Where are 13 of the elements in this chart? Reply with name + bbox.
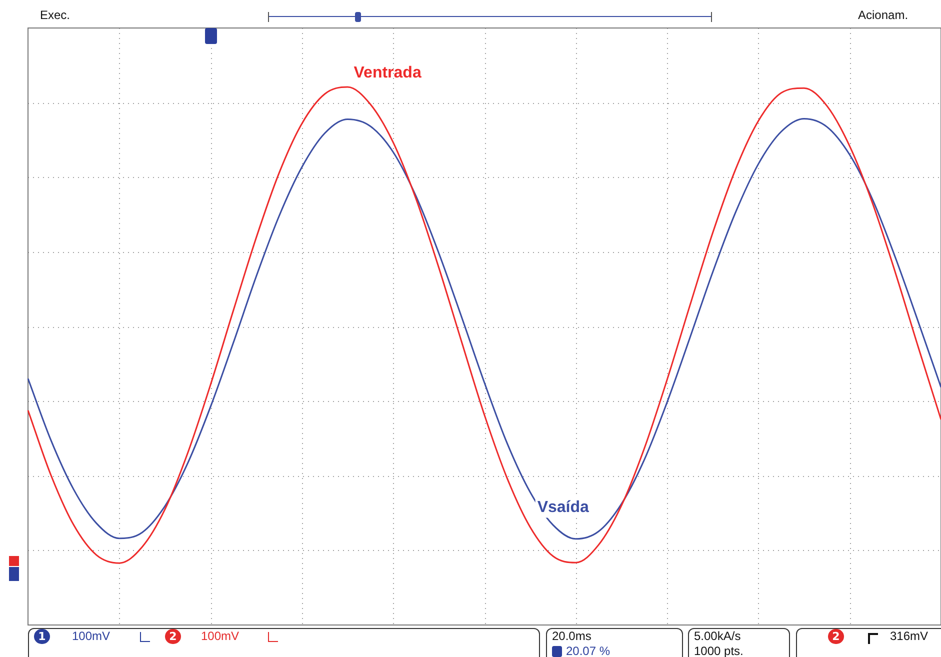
text: Exec. xyxy=(40,8,70,23)
series-label: Ventrada xyxy=(354,64,422,82)
text: 2 xyxy=(165,629,181,644)
text: 20.0ms xyxy=(552,629,592,644)
text: 5.00kA/s xyxy=(694,629,741,644)
text: 100mV xyxy=(72,629,110,644)
text: 100mV xyxy=(201,629,240,644)
text: 1 xyxy=(34,629,50,644)
series-label: Vsaída xyxy=(537,499,590,516)
text: 316mV xyxy=(890,629,928,644)
text: 20.07 % xyxy=(566,644,610,657)
text: 2 xyxy=(828,629,844,644)
text: Acionam. xyxy=(858,8,908,23)
